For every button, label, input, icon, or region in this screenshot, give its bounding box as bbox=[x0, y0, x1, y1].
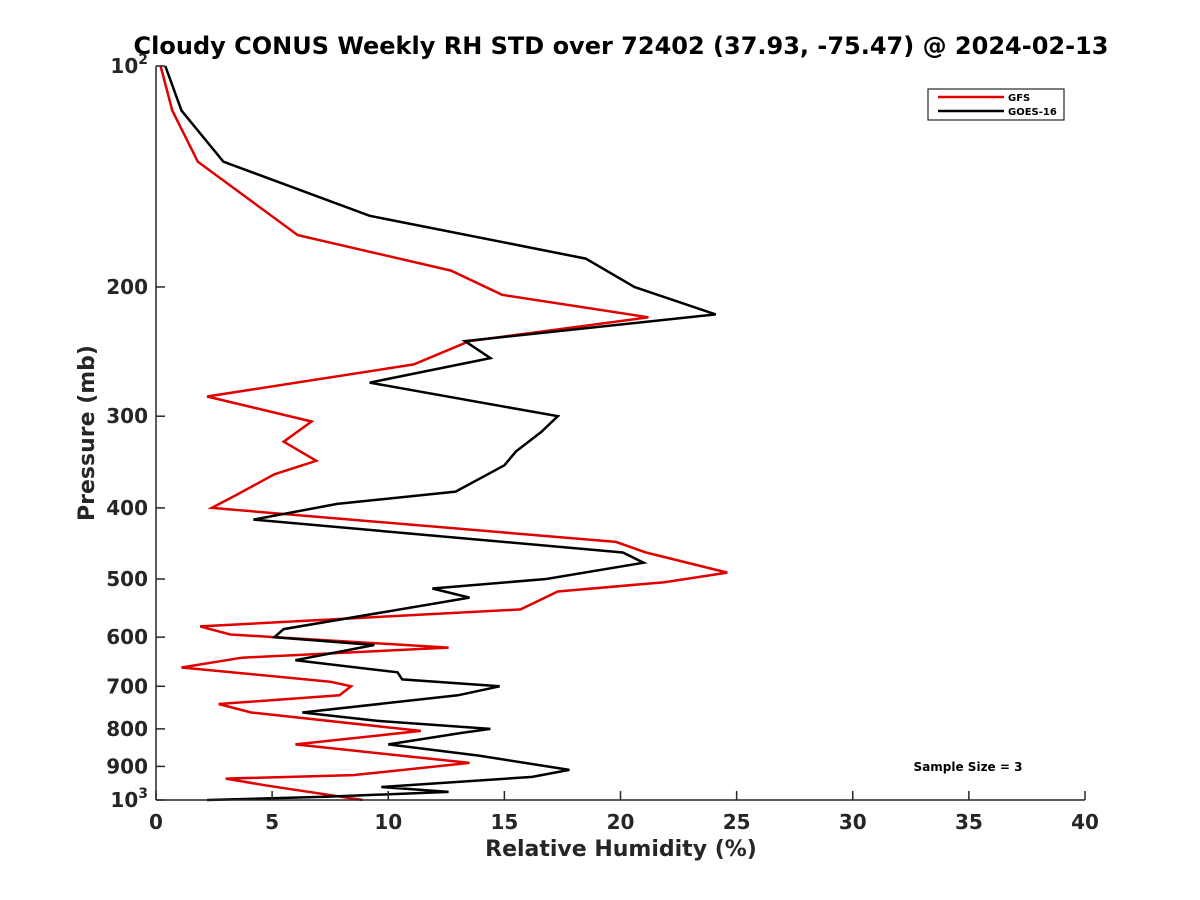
y-tick-label: 600 bbox=[106, 625, 148, 649]
y-tick-label: 800 bbox=[106, 717, 148, 741]
y-tick-label: 400 bbox=[106, 496, 148, 520]
x-tick-label: 15 bbox=[490, 810, 518, 834]
y-tick-label: 500 bbox=[106, 567, 148, 591]
legend: GFS GOES-16 bbox=[927, 88, 1065, 121]
x-axis-label: Relative Humidity (%) bbox=[485, 837, 757, 862]
y-tick-label: 300 bbox=[106, 404, 148, 428]
y-tick-label: 700 bbox=[106, 674, 148, 698]
x-tick-label: 40 bbox=[1071, 810, 1099, 834]
chart-title: Cloudy CONUS Weekly RH STD over 72402 (3… bbox=[134, 32, 1109, 60]
x-tick-label: 25 bbox=[723, 810, 751, 834]
y-axis-label: Pressure (mb) bbox=[75, 345, 100, 521]
series-layer bbox=[159, 65, 728, 802]
x-tick-label: 0 bbox=[149, 810, 163, 834]
y-tick-label: 900 bbox=[106, 754, 148, 778]
x-tick-label: 30 bbox=[839, 810, 867, 834]
legend-box bbox=[927, 88, 1065, 121]
y-ticks: 102 200 300 400 500 600 700 800 900 103 bbox=[106, 52, 165, 812]
series-line-goes-16 bbox=[164, 65, 717, 802]
x-tick-label: 20 bbox=[607, 810, 635, 834]
y-tick-label: 102 bbox=[110, 52, 148, 78]
x-tick-label: 35 bbox=[955, 810, 983, 834]
x-tick-label: 5 bbox=[265, 810, 279, 834]
sample-size-annotation: Sample Size = 3 bbox=[914, 760, 1023, 774]
series-line-gfs bbox=[159, 65, 728, 802]
x-ticks: 0 5 10 15 20 25 30 35 40 bbox=[149, 791, 1099, 834]
y-tick-label: 200 bbox=[106, 275, 148, 299]
y-tick-label: 103 bbox=[110, 786, 148, 812]
legend-label-gfs: GFS bbox=[1008, 93, 1030, 104]
legend-label-goes-16: GOES-16 bbox=[1008, 107, 1057, 118]
x-tick-label: 10 bbox=[374, 810, 402, 834]
